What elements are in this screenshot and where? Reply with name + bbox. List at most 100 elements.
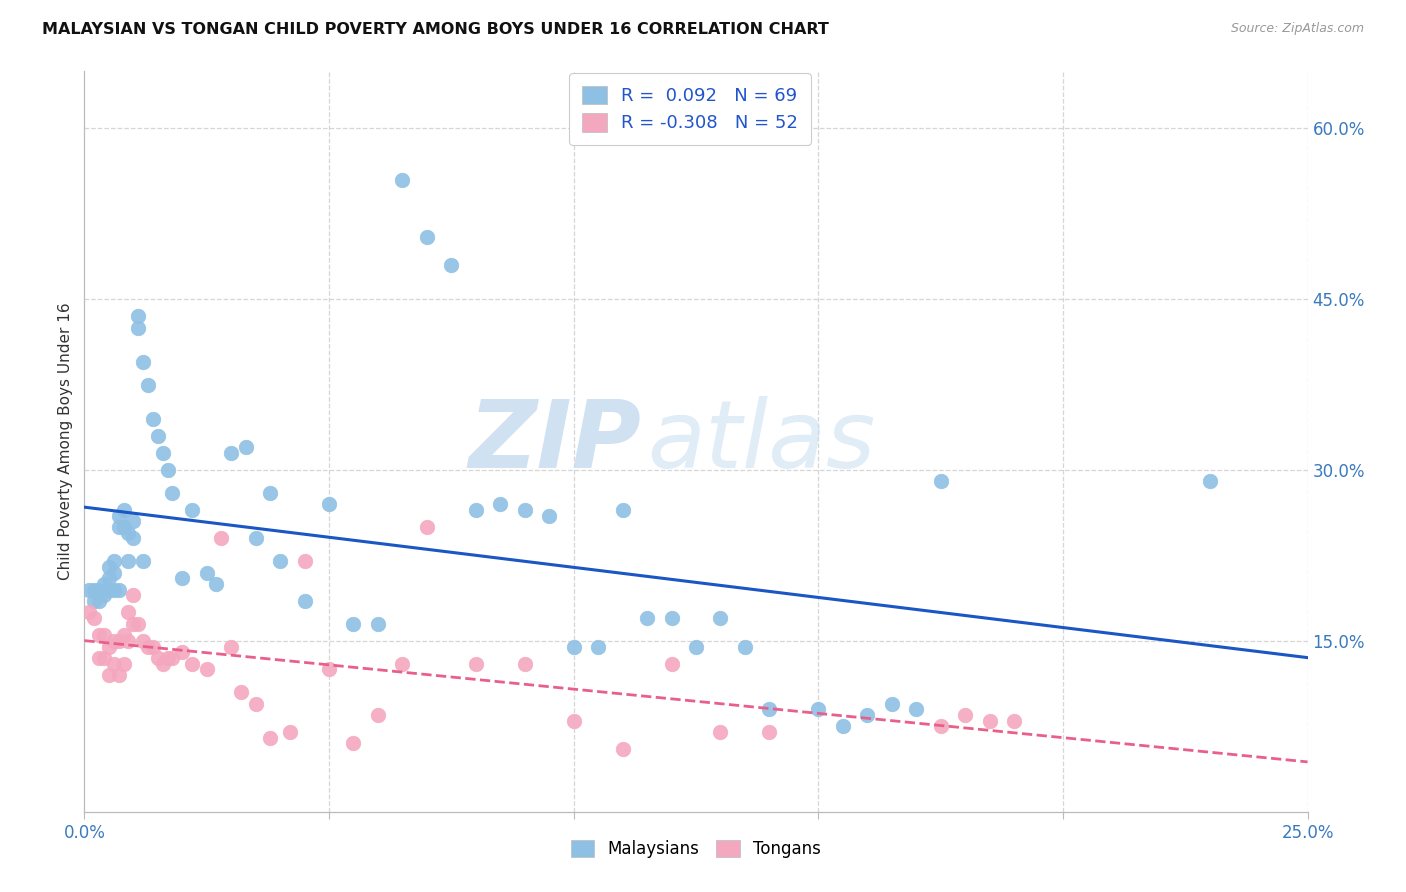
- Point: [513, 503, 536, 517]
- Point: [489, 497, 512, 511]
- Point: [117, 525, 139, 540]
- Point: [93, 577, 115, 591]
- Point: [586, 640, 609, 654]
- Point: [146, 429, 169, 443]
- Point: [136, 377, 159, 392]
- Point: [219, 446, 242, 460]
- Point: [1002, 714, 1025, 728]
- Point: [807, 702, 830, 716]
- Point: [734, 640, 756, 654]
- Point: [77, 582, 100, 597]
- Point: [219, 640, 242, 654]
- Point: [880, 697, 903, 711]
- Point: [259, 485, 281, 500]
- Point: [162, 485, 184, 500]
- Point: [103, 633, 125, 648]
- Point: [318, 662, 340, 676]
- Point: [117, 554, 139, 568]
- Point: [97, 640, 120, 654]
- Y-axis label: Child Poverty Among Boys Under 16: Child Poverty Among Boys Under 16: [58, 302, 73, 581]
- Point: [709, 611, 731, 625]
- Point: [122, 514, 145, 528]
- Point: [107, 520, 129, 534]
- Point: [464, 657, 486, 671]
- Point: [856, 707, 879, 722]
- Point: [416, 229, 439, 244]
- Point: [205, 577, 228, 591]
- Point: [259, 731, 281, 745]
- Point: [181, 657, 204, 671]
- Point: [87, 628, 110, 642]
- Point: [278, 725, 301, 739]
- Point: [93, 588, 115, 602]
- Point: [83, 611, 105, 625]
- Point: [156, 651, 179, 665]
- Point: [905, 702, 928, 716]
- Point: [209, 532, 232, 546]
- Point: [172, 645, 194, 659]
- Point: [83, 582, 105, 597]
- Point: [112, 628, 135, 642]
- Point: [87, 582, 110, 597]
- Point: [122, 532, 145, 546]
- Point: [112, 657, 135, 671]
- Point: [245, 697, 267, 711]
- Point: [294, 594, 316, 608]
- Point: [132, 355, 155, 369]
- Point: [97, 668, 120, 682]
- Point: [127, 310, 149, 324]
- Point: [391, 657, 413, 671]
- Point: [562, 640, 585, 654]
- Text: atlas: atlas: [647, 396, 876, 487]
- Point: [103, 566, 125, 580]
- Point: [758, 702, 780, 716]
- Point: [318, 497, 340, 511]
- Point: [979, 714, 1001, 728]
- Point: [127, 616, 149, 631]
- Point: [416, 520, 439, 534]
- Point: [97, 559, 120, 574]
- Point: [93, 628, 115, 642]
- Point: [245, 532, 267, 546]
- Point: [391, 172, 413, 186]
- Point: [103, 554, 125, 568]
- Point: [1198, 475, 1220, 489]
- Point: [132, 633, 155, 648]
- Point: [195, 662, 218, 676]
- Point: [953, 707, 976, 722]
- Point: [162, 651, 184, 665]
- Point: [152, 446, 174, 460]
- Point: [107, 633, 129, 648]
- Point: [294, 554, 316, 568]
- Point: [97, 571, 120, 585]
- Point: [538, 508, 561, 523]
- Point: [367, 707, 389, 722]
- Point: [342, 736, 364, 750]
- Point: [612, 742, 634, 756]
- Legend: Malaysians, Tongans: Malaysians, Tongans: [562, 831, 830, 866]
- Point: [103, 657, 125, 671]
- Point: [112, 520, 135, 534]
- Point: [831, 719, 853, 733]
- Point: [132, 554, 155, 568]
- Point: [367, 616, 389, 631]
- Point: [107, 582, 129, 597]
- Point: [103, 582, 125, 597]
- Point: [440, 258, 463, 272]
- Point: [661, 657, 683, 671]
- Point: [709, 725, 731, 739]
- Point: [122, 616, 145, 631]
- Point: [87, 594, 110, 608]
- Point: [77, 606, 100, 620]
- Point: [195, 566, 218, 580]
- Point: [235, 440, 257, 454]
- Point: [152, 657, 174, 671]
- Point: [107, 508, 129, 523]
- Point: [117, 606, 139, 620]
- Point: [464, 503, 486, 517]
- Point: [181, 503, 204, 517]
- Point: [97, 582, 120, 597]
- Point: [156, 463, 179, 477]
- Text: Source: ZipAtlas.com: Source: ZipAtlas.com: [1230, 22, 1364, 36]
- Text: MALAYSIAN VS TONGAN CHILD POVERTY AMONG BOYS UNDER 16 CORRELATION CHART: MALAYSIAN VS TONGAN CHILD POVERTY AMONG …: [42, 22, 830, 37]
